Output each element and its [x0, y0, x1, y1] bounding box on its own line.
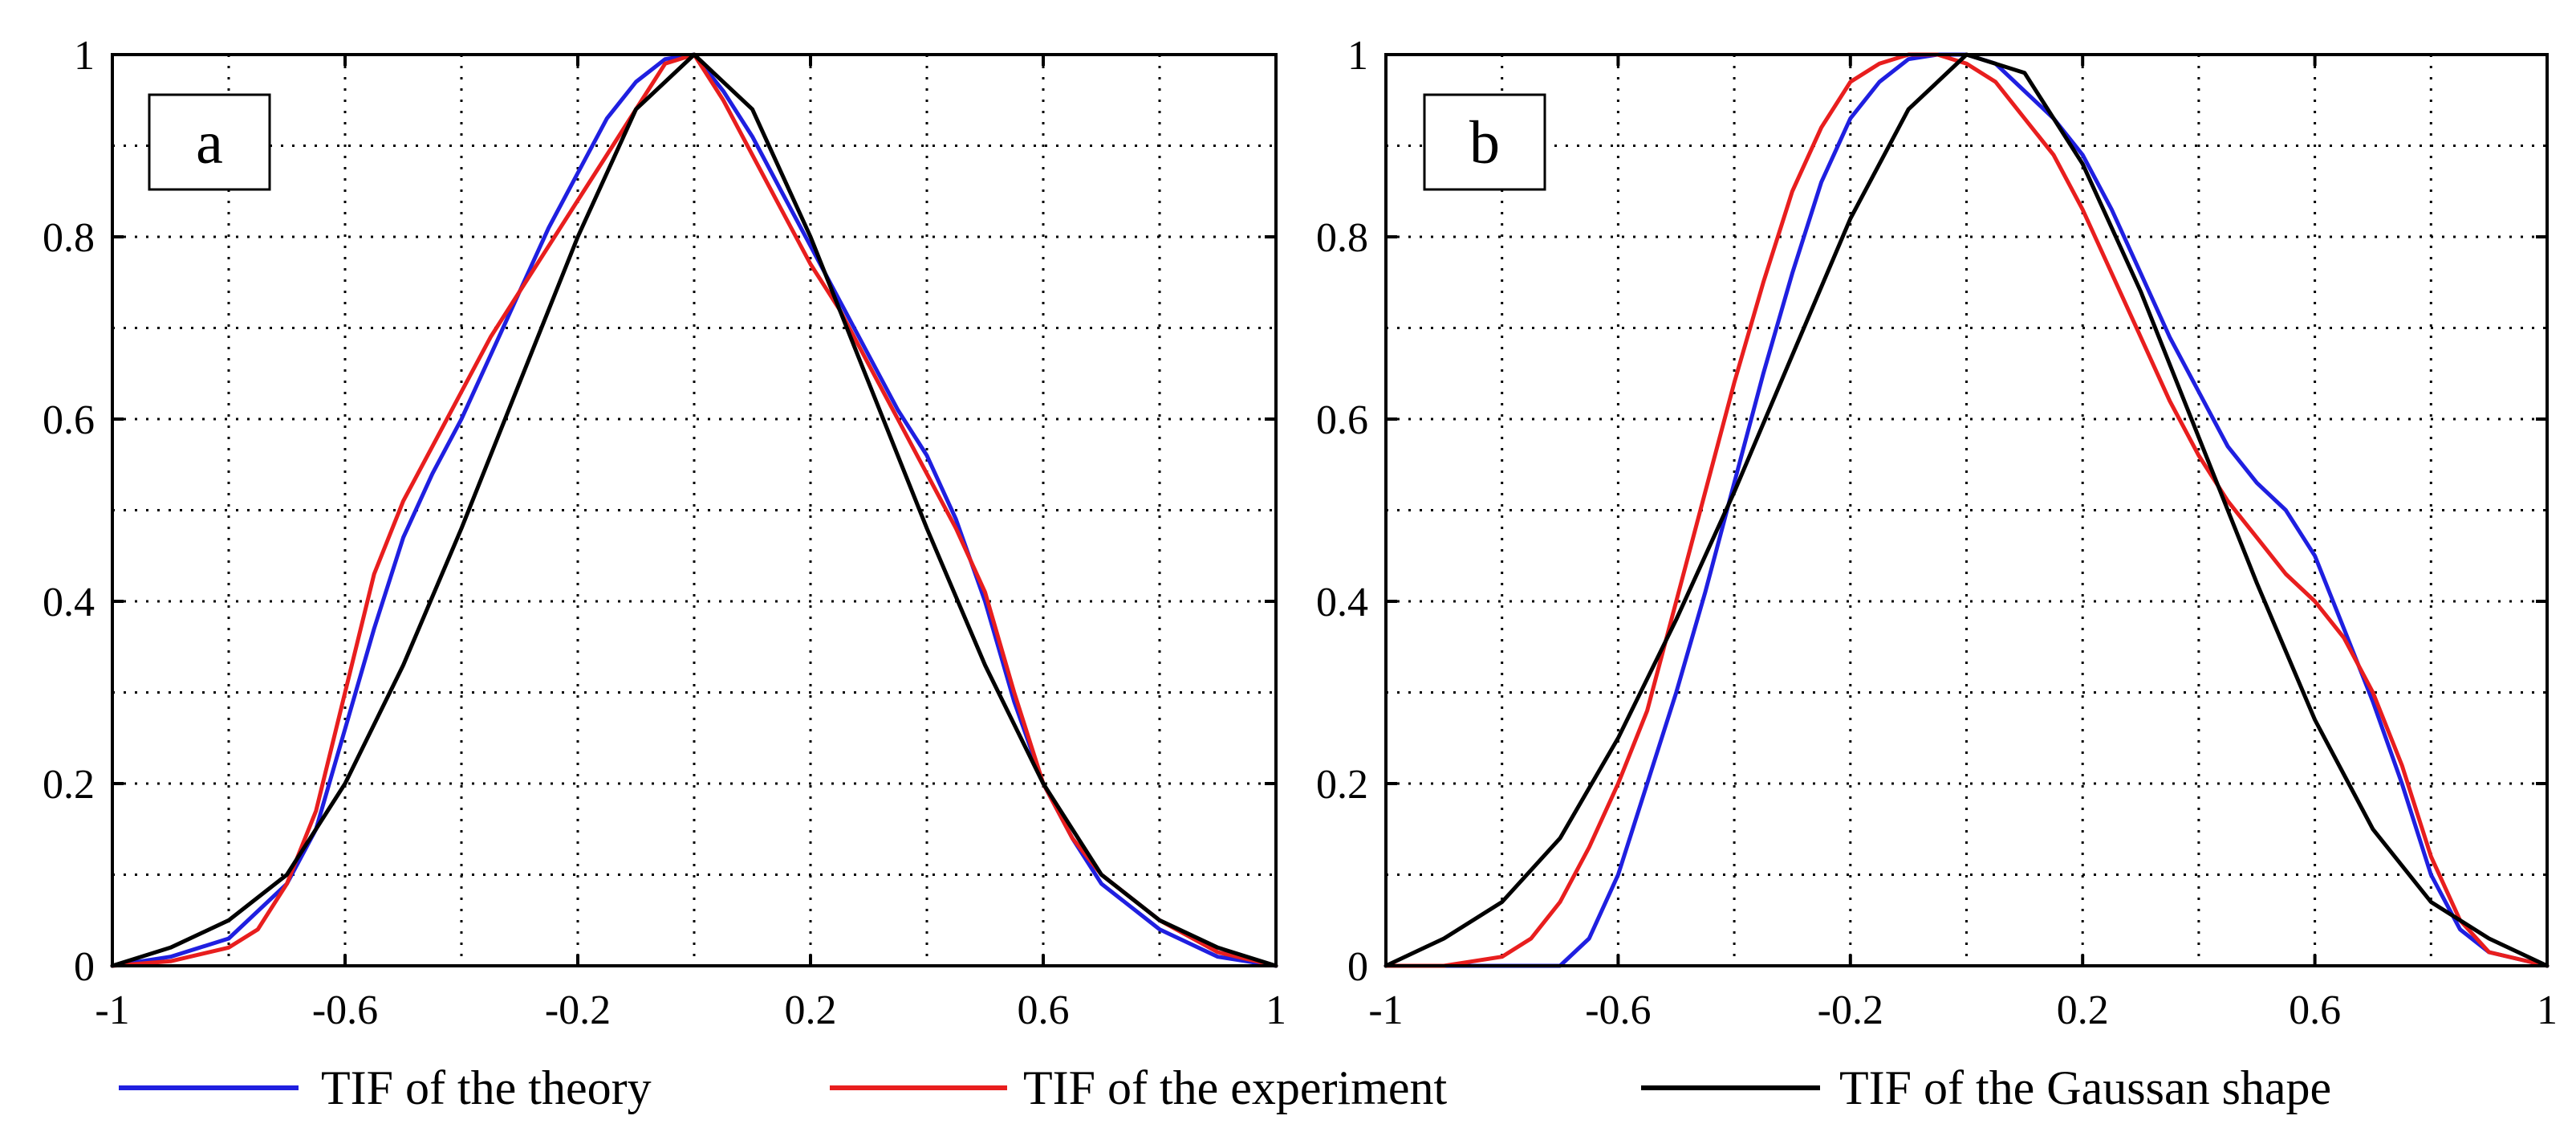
y-tick-label: 0	[74, 944, 95, 990]
x-tick-label: -1	[95, 987, 129, 1033]
y-tick-label: 0.4	[1316, 580, 1368, 625]
panel-label-box	[1423, 93, 1546, 191]
y-tick-label: 0.8	[43, 215, 95, 261]
y-tick-label: 0.6	[1316, 397, 1368, 443]
y-tick-label: 0.6	[43, 397, 95, 443]
axes-frame	[111, 53, 1278, 967]
series-line-tif-of-the-theory	[1383, 52, 2550, 968]
legend-item: TIF of the Gaussan shape	[1641, 1061, 2331, 1114]
y-tick-label: 1	[74, 33, 95, 79]
axes-frame	[1384, 53, 2549, 967]
y-tick-label: 0.8	[1316, 215, 1368, 261]
x-tick-label: 0.2	[785, 987, 837, 1033]
panel-label: a	[196, 109, 223, 177]
legend-label: TIF of the Gaussan shape	[1839, 1061, 2331, 1114]
legend: TIF of the theory TIF of the experiment TI…	[119, 1061, 2331, 1114]
y-tick-label: 1	[1347, 33, 1368, 79]
x-tick-label: -0.2	[545, 987, 611, 1033]
series-line-tif-of-the-experiment	[110, 52, 1278, 968]
legend-label: TIF of the theory	[321, 1061, 652, 1114]
x-tick-label: 1	[2537, 987, 2558, 1033]
x-tick-label: -0.6	[1585, 987, 1651, 1033]
y-tick-label: 0	[1347, 944, 1368, 990]
y-tick-label: 0.2	[43, 762, 95, 808]
x-tick-label: -1	[1368, 987, 1403, 1033]
panel-label: b	[1469, 109, 1500, 177]
legend-item: TIF of the theory	[119, 1061, 652, 1114]
panel-b: -1 -0.6 -0.2 0.2 0.6 1 0 0.2 0.4 0.6 0.8 1 b	[1316, 33, 2558, 1033]
panel-a: -1 -0.6 -0.2 0.2 0.6 1 0 0.2 0.4 0.6 0.8 1 a	[43, 33, 1286, 1033]
x-tick-label: 0.6	[1018, 987, 1070, 1033]
series-line-tif-of-the-experiment	[1383, 52, 2550, 968]
legend-item: TIF of the experiment	[830, 1061, 1447, 1114]
legend-label: TIF of the experiment	[1023, 1061, 1447, 1114]
x-tick-label: -0.2	[1818, 987, 1883, 1033]
y-tick-label: 0.4	[43, 580, 95, 625]
x-tick-label: 0.2	[2057, 987, 2109, 1033]
x-tick-label: 0.6	[2289, 987, 2341, 1033]
x-tick-label: 1	[1266, 987, 1286, 1033]
x-tick-label: -0.6	[312, 987, 378, 1033]
y-tick-label: 0.2	[1316, 762, 1368, 808]
panel-label-box	[148, 93, 271, 191]
